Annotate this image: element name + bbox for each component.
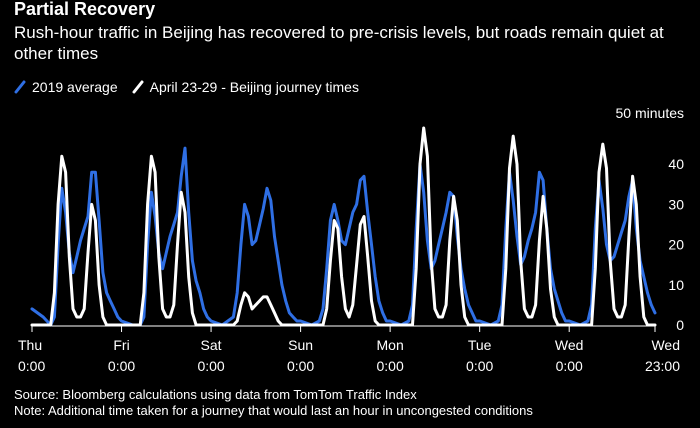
source-note: Source: Bloomberg calculations using dat…: [14, 387, 417, 402]
y-tick-label: 30: [668, 196, 684, 212]
x-axis: Thu 0:00 Fri 0:00 Sat 0:00 Sun 0:00 Mon 0:00 Tue 0:…: [18, 325, 680, 374]
x-tick-label-day: Wed: [555, 337, 584, 353]
x-tick-label-time: 0:00: [197, 358, 224, 374]
series-layer: [30, 126, 657, 327]
legend-swatch-blue: [14, 80, 26, 94]
legend-swatch-white: [132, 80, 144, 94]
series-line-april-23-29: [30, 126, 657, 327]
x-tick-label-day: Mon: [377, 337, 404, 353]
legend-label-april-23-29: April 23-29 - Beijing journey times: [149, 79, 359, 95]
x-tick-label-time: 0:00: [466, 358, 493, 374]
y-axis-unit-label: 50 minutes: [616, 105, 684, 121]
x-tick-label-day: Wed: [651, 337, 680, 353]
chart-subtitle: Rush-hour traffic in Beijing has recover…: [14, 23, 664, 63]
y-tick-label: 10: [668, 277, 684, 293]
x-tick-label-time: 23:00: [645, 358, 680, 374]
chart-title: Partial Recovery: [14, 0, 156, 19]
legend-label-2019-average: 2019 average: [32, 79, 118, 95]
x-tick-label-day: Fri: [113, 337, 129, 353]
x-tick-label-time: 0:00: [377, 358, 404, 374]
x-tick-label-time: 0:00: [287, 358, 314, 374]
y-axis: 0 10 20 30 40 50 minutes: [616, 105, 685, 333]
series-line-2019-average: [30, 146, 657, 327]
x-tick-label-day: Tue: [468, 337, 492, 353]
chart-legend: 2019 average April 23-29 - Beijing journ…: [14, 78, 373, 96]
footnote: Note: Additional time taken for a journe…: [14, 403, 533, 418]
legend-item-2019-average: 2019 average: [14, 78, 118, 96]
x-tick-label-time: 0:00: [18, 358, 45, 374]
chart-footer: Source: Bloomberg calculations using dat…: [14, 387, 674, 419]
x-tick-label-day: Sat: [201, 337, 222, 353]
x-tick-label-time: 0:00: [556, 358, 583, 374]
y-tick-label: 40: [668, 156, 684, 172]
y-tick-label: 20: [668, 237, 684, 253]
legend-item-april-23-29: April 23-29 - Beijing journey times: [132, 78, 359, 96]
x-tick-label-day: Thu: [18, 337, 42, 353]
x-tick-label-time: 0:00: [108, 358, 135, 374]
y-tick-label: 0: [676, 317, 684, 333]
x-tick-label-day: Sun: [288, 337, 313, 353]
